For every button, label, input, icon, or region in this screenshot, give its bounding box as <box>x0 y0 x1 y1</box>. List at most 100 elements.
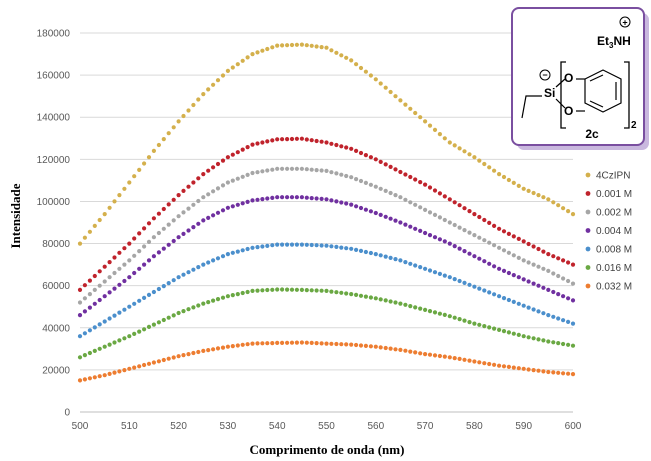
data-point <box>368 295 373 300</box>
data-point <box>378 159 383 164</box>
data-point <box>235 150 240 155</box>
data-point <box>112 286 117 291</box>
series-0-016-m <box>77 287 576 360</box>
data-point <box>235 176 240 181</box>
data-point <box>161 317 166 323</box>
data-point <box>388 216 393 221</box>
y-tick-label: 180000 <box>37 29 71 40</box>
data-point <box>511 273 516 278</box>
data-point <box>176 214 181 219</box>
data-point <box>280 340 285 345</box>
data-point <box>427 268 433 273</box>
data-point <box>201 262 206 267</box>
data-point <box>546 369 551 375</box>
data-point <box>393 193 398 198</box>
data-point <box>551 340 556 345</box>
data-point <box>319 196 324 201</box>
data-point <box>265 287 270 293</box>
data-point <box>521 258 526 263</box>
data-point <box>344 145 349 150</box>
data-point <box>77 355 83 360</box>
data-point <box>156 359 161 364</box>
data-point <box>467 282 472 287</box>
data-point <box>275 137 280 142</box>
data-point <box>368 250 373 256</box>
data-point <box>423 266 428 271</box>
data-point <box>265 46 270 52</box>
data-point <box>299 136 304 141</box>
data-point <box>324 341 329 346</box>
data-point <box>487 240 492 245</box>
data-point <box>427 123 433 128</box>
data-point <box>457 278 462 284</box>
data-point <box>77 313 83 318</box>
data-point <box>383 345 388 351</box>
data-point <box>521 239 526 244</box>
data-point <box>191 102 196 108</box>
data-point <box>146 292 152 297</box>
data-point <box>309 340 314 345</box>
data-point <box>245 199 250 204</box>
data-point <box>541 285 546 290</box>
data-point <box>255 50 260 55</box>
data-point <box>186 270 191 275</box>
data-point <box>423 352 428 357</box>
data-point <box>186 307 191 312</box>
data-point <box>570 281 576 286</box>
data-point <box>393 257 398 262</box>
data-point <box>211 298 216 303</box>
data-point <box>432 235 438 240</box>
data-point <box>309 138 314 143</box>
data-point <box>142 295 147 300</box>
data-point <box>82 283 87 288</box>
data-point <box>196 221 201 226</box>
data-point <box>447 140 452 145</box>
data-point <box>457 317 462 322</box>
data-point <box>245 289 250 295</box>
data-point <box>151 254 156 259</box>
data-point <box>432 270 438 275</box>
series-0-001-m <box>77 136 576 292</box>
data-point <box>541 369 546 374</box>
data-point <box>215 346 221 351</box>
data-point <box>408 106 413 111</box>
data-point <box>122 307 127 312</box>
data-point <box>516 366 521 371</box>
data-point <box>354 204 359 209</box>
data-point <box>546 197 551 202</box>
data-point <box>561 341 566 347</box>
data-point <box>97 297 102 303</box>
data-point <box>437 353 442 359</box>
data-point <box>299 287 304 292</box>
data-point <box>452 315 457 320</box>
data-point <box>294 287 299 292</box>
data-point <box>457 356 462 361</box>
x-tick-label: 570 <box>417 421 434 432</box>
data-point <box>398 98 403 103</box>
data-point <box>349 292 354 297</box>
legend-marker <box>585 172 591 178</box>
y-tick-label: 60000 <box>42 281 70 292</box>
data-point <box>373 252 378 257</box>
data-point <box>151 235 156 240</box>
data-point <box>137 231 142 236</box>
data-point <box>166 242 171 247</box>
data-point <box>398 195 403 200</box>
data-point <box>536 337 541 342</box>
data-point <box>339 200 344 205</box>
data-point <box>506 177 511 183</box>
data-point <box>561 318 566 323</box>
data-point <box>472 321 477 326</box>
y-tick-label: 100000 <box>37 197 71 208</box>
data-point <box>171 125 176 130</box>
data-point <box>146 155 152 160</box>
data-point <box>344 55 349 60</box>
x-tick-label: 510 <box>121 421 138 432</box>
data-point <box>482 259 487 264</box>
data-point <box>378 212 383 217</box>
data-point <box>294 195 299 200</box>
data-point <box>427 309 433 314</box>
data-point <box>137 298 142 303</box>
data-point <box>477 214 482 220</box>
data-point <box>294 166 299 171</box>
